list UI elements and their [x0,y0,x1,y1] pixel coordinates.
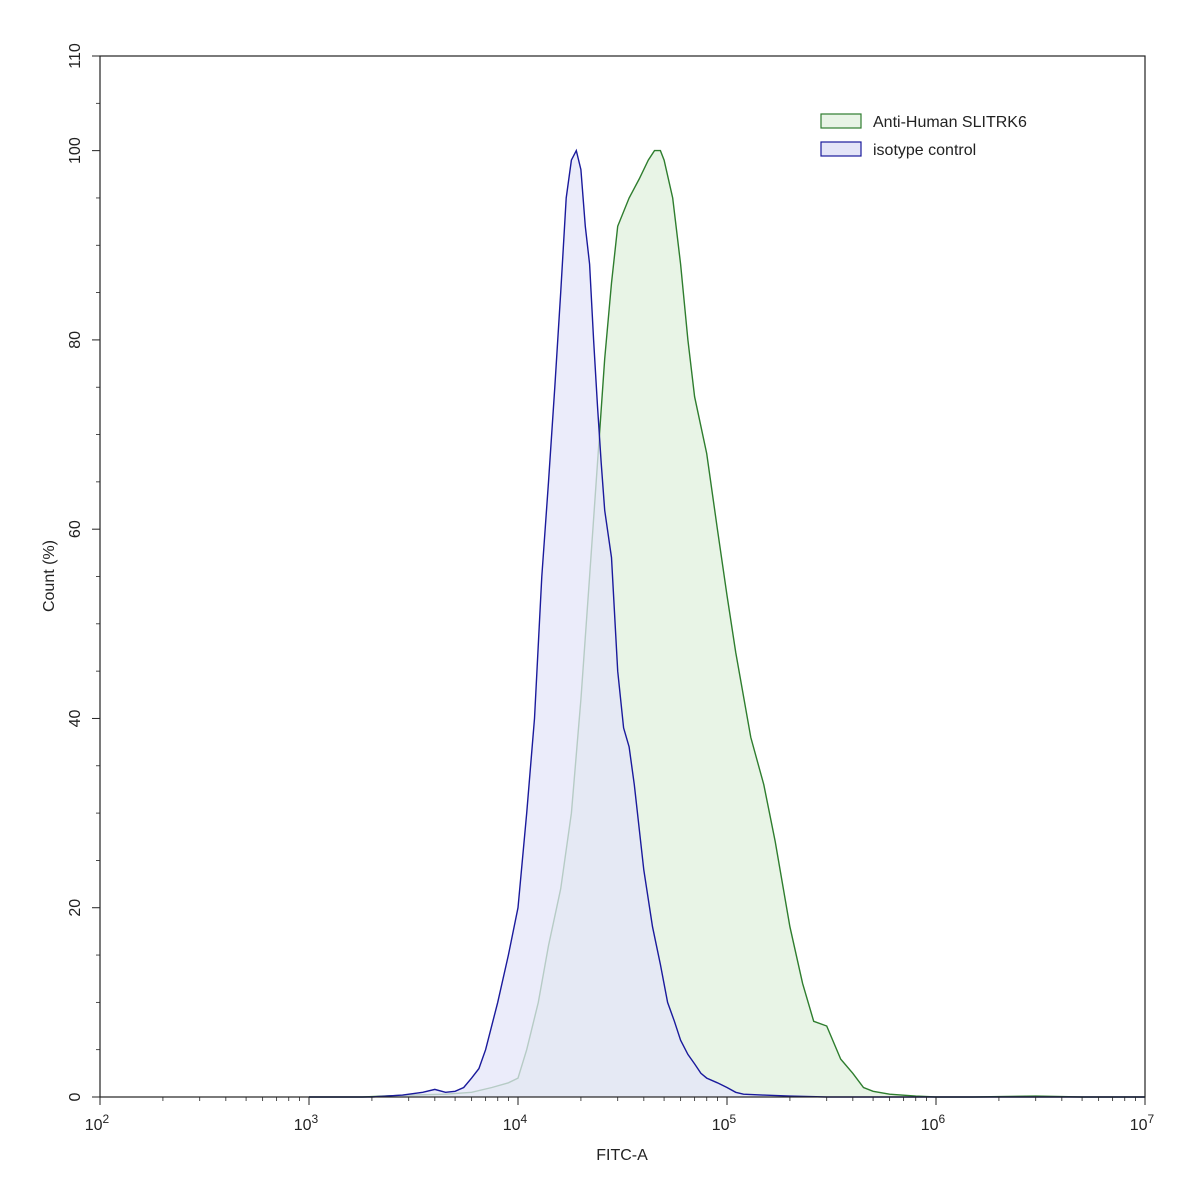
legend-swatch [820,113,862,129]
legend: Anti-Human SLITRK6 isotype control [820,113,1027,159]
legend-label: Anti-Human SLITRK6 [873,114,1027,131]
series-layer [309,148,1145,1098]
y-tick-label: 20 [67,899,84,917]
y-tick-label: 100 [67,137,84,164]
x-tick-label: 107 [1130,1112,1155,1134]
x-axis-title: FITC-A [596,1147,648,1164]
legend-label: isotype control [873,142,976,159]
y-tick-label: 110 [67,43,84,69]
x-tick-label: 105 [712,1112,737,1134]
y-tick-label: 80 [67,331,84,349]
y-tick-label: 0 [67,1092,84,1101]
y-tick-label: 60 [67,520,84,538]
series-area-0 [309,150,1145,1098]
x-tick-label: 104 [503,1112,528,1134]
y-axis-title: Count (%) [41,540,58,612]
legend-swatch [820,141,862,157]
x-tick-label: 106 [921,1112,946,1134]
axis-layer: 102 103 104 105 106 107 0 20 40 60 80 100 110 [67,43,1155,1134]
x-tick-label: 102 [85,1112,110,1134]
x-tick-label: 103 [294,1112,319,1134]
y-tick-label: 40 [67,709,84,727]
series-line-1 [309,148,1145,1098]
